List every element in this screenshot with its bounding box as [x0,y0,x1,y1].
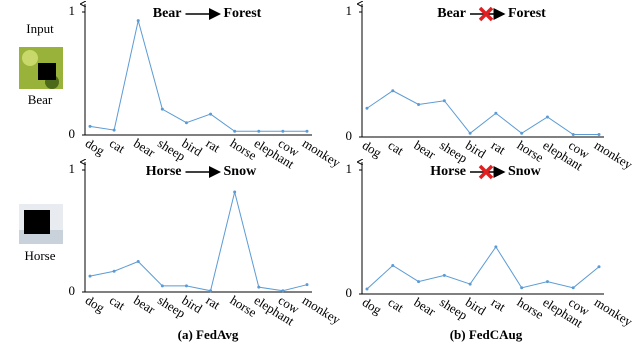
sample-label: Bear [28,92,53,107]
title-target: Forest [224,6,262,21]
data-point [545,115,549,119]
block-cross [478,164,494,180]
data-point [257,285,261,289]
x-tick-label: bear [411,294,438,319]
bear-image [19,47,63,89]
data-point [136,260,140,263]
x-tick-label: bear [411,137,438,162]
data-line [89,191,308,292]
y-tick-label: 0 [346,128,353,143]
data-point [417,103,421,106]
y-tick-label: 0 [69,283,76,298]
sample-label: Horse [24,248,55,263]
title-target: Snow [508,164,542,179]
data-point [184,284,188,288]
y-tick-label: 1 [69,161,76,176]
data-point [209,112,213,116]
horse-image [19,204,63,244]
x-tick-label: bear [131,135,158,160]
x-tick-label: dog [83,135,108,158]
title-target: Snow [224,164,258,179]
data-point [160,107,164,111]
data-point [468,131,472,135]
x-tick-label: dog [360,294,385,317]
x-tick-label: cat [386,137,407,158]
data-point [233,190,237,194]
data-point [233,129,237,133]
y-tick-label: 1 [69,3,76,18]
x-tick-label: horse [514,294,546,322]
x-tick-label: rat [203,292,223,312]
y-tick-label: 0 [346,285,353,300]
data-point [597,265,601,269]
data-point [545,280,549,284]
data-line [366,245,600,290]
data-point [494,245,498,249]
data-point [442,99,446,103]
data-point [597,133,601,136]
title-target: Forest [508,6,546,21]
data-point [494,111,498,115]
data-point [365,287,369,291]
x-tick-label: cat [107,292,128,313]
x-tick-label: rat [489,294,509,314]
y-tick-label: 1 [346,3,353,18]
data-point [365,106,369,110]
y-tick-label: 0 [69,126,76,141]
data-line [366,90,599,135]
data-point [88,274,92,278]
data-point [468,282,472,286]
data-point [184,121,188,125]
x-tick-label: rat [203,135,223,155]
x-tick-label: horse [514,137,546,165]
y-tick-label: 1 [346,161,353,176]
title-source: Bear [153,6,182,21]
data-point [160,284,164,288]
data-point [112,269,116,273]
x-tick-label: rat [489,137,509,157]
data-point [417,280,421,284]
input-label: Input [26,21,54,36]
data-point [391,263,395,267]
data-point [442,273,446,277]
data-point [281,129,285,133]
x-tick-label: cat [386,294,407,315]
x-tick-label: sheep [437,294,470,322]
title-source: Bear [437,6,466,21]
data-point [88,124,92,128]
x-tick-label: monkey [592,137,636,172]
data-point [136,19,140,23]
data-line [89,20,307,132]
block-cross [478,6,494,22]
x-tick-label: bear [131,292,158,317]
title-source: Horse [146,164,182,179]
data-point [281,289,285,293]
caption: (a) FedAvg [178,327,239,342]
x-tick-label: monkey [300,292,344,327]
data-point [571,286,575,290]
data-point [520,286,524,290]
title-source: Horse [430,164,466,179]
x-tick-label: cat [107,135,128,156]
data-point [305,129,309,133]
caption: (b) FedCAug [450,327,523,342]
data-point [520,131,524,135]
data-point [391,89,395,93]
x-tick-label: dog [360,137,385,160]
data-point [112,128,116,132]
x-tick-label: sheep [437,137,470,165]
data-point [305,283,309,287]
x-tick-label: monkey [592,294,636,329]
cross-stroke [478,164,494,180]
data-point [571,133,575,136]
x-tick-label: dog [83,292,108,315]
data-point [257,129,261,133]
cross-stroke [478,6,494,22]
data-point [209,289,213,293]
x-tick-label: monkey [300,135,344,170]
